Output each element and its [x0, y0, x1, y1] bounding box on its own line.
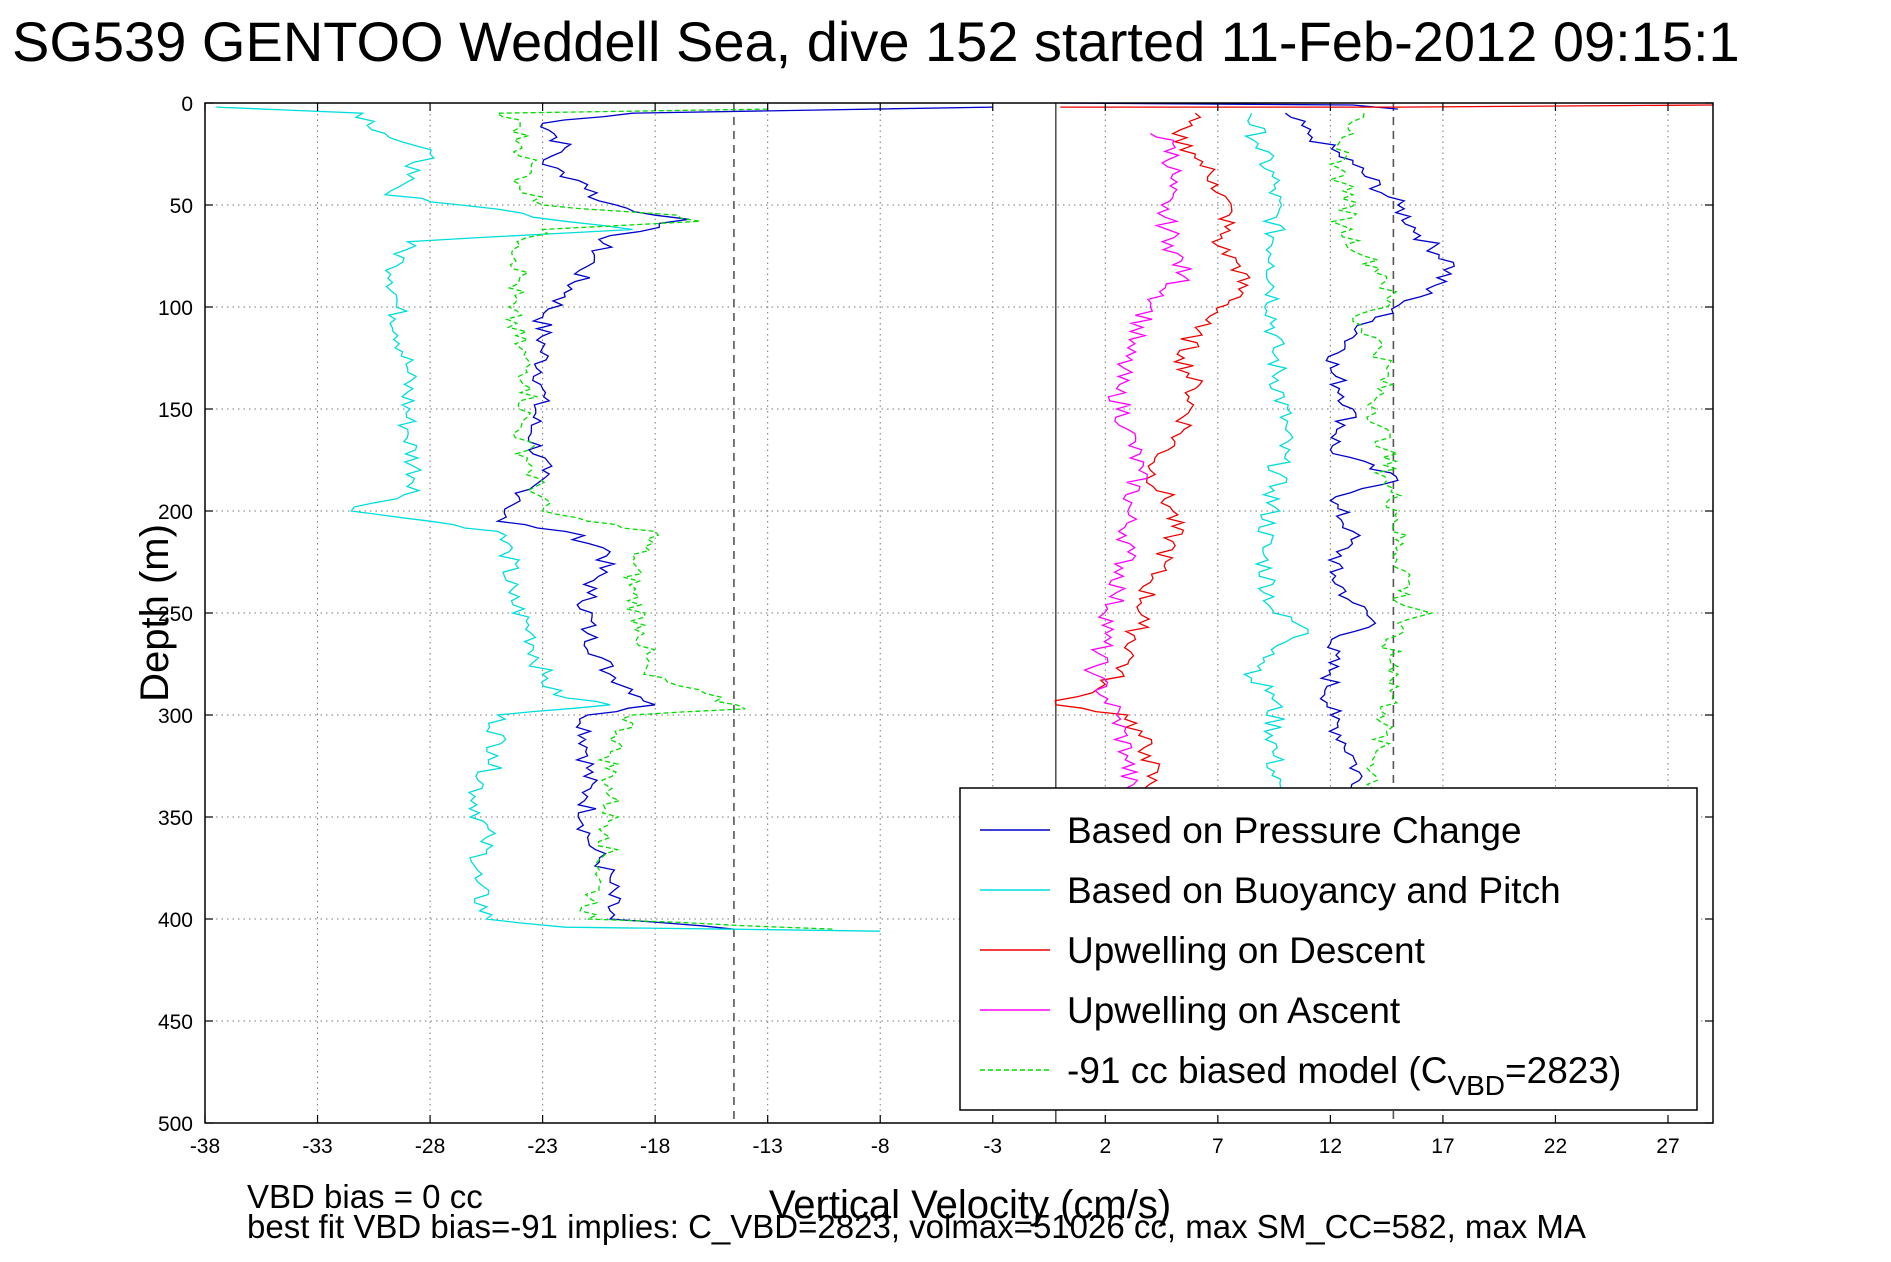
- series-line-2: [1060, 104, 1714, 108]
- y-tick-label: 350: [158, 807, 193, 830]
- vbd-bias-note: VBD bias = 0 cc: [247, 1178, 483, 1215]
- series-line-4: [1328, 113, 1435, 798]
- x-tick-label: -3: [983, 1135, 1002, 1158]
- x-tick-label: 2: [1099, 1135, 1111, 1158]
- y-tick-label: 450: [158, 1011, 193, 1034]
- axis-ticks: -38 -33 -28 -23 -18 -13 -8 -3 2 7 12 17 22 2705010015…: [158, 93, 1713, 1158]
- series-line-0: [1060, 102, 1398, 110]
- x-tick-label: 27: [1656, 1135, 1679, 1158]
- series-line-2: [1054, 112, 1251, 798]
- y-tick-label: 100: [158, 297, 193, 320]
- legend-label: Upwelling on Ascent: [1067, 990, 1401, 1031]
- x-axis-label: Vertical Velocity (cm/s): [769, 1183, 1171, 1227]
- x-tick-label: -13: [753, 1135, 783, 1158]
- legend-items: Based on Pressure Change Based on Buoyanc…: [980, 810, 1621, 1101]
- x-tick-label: -33: [302, 1135, 332, 1158]
- legend-box: [959, 787, 1698, 1111]
- x-tick-label: -8: [871, 1135, 890, 1158]
- legend-label: -91 cc biased model (CVBD=2823): [1067, 1050, 1621, 1101]
- legend: Based on Pressure Change Based on Buoyanc…: [959, 787, 1698, 1111]
- y-axis-label: Depth (m): [133, 524, 177, 702]
- x-tick-label: 17: [1431, 1135, 1454, 1158]
- best-fit-note: best fit VBD bias=-91 implies: C_VBD=282…: [247, 1208, 1586, 1245]
- series-line-1: [1242, 112, 1309, 808]
- legend-label: Based on Buoyancy and Pitch: [1067, 870, 1561, 911]
- series-line-3: [1082, 133, 1192, 797]
- y-tick-label: 50: [170, 195, 193, 218]
- x-tick-label: 22: [1544, 1135, 1567, 1158]
- x-tick-label: -38: [190, 1135, 220, 1158]
- x-tick-label: -28: [415, 1135, 445, 1158]
- legend-label: Upwelling on Descent: [1067, 930, 1426, 971]
- x-tick-label: 12: [1319, 1135, 1342, 1158]
- x-tick-label: -23: [527, 1135, 557, 1158]
- series-line-0: [495, 106, 993, 930]
- y-tick-label: 400: [158, 909, 193, 932]
- series-line-0: [1285, 112, 1455, 797]
- y-tick-label: 500: [158, 1113, 193, 1136]
- legend-label: Based on Pressure Change: [1067, 810, 1522, 851]
- chart-title: SG539 GENTOO Weddell Sea, dive 152 start…: [12, 10, 1740, 73]
- series-line-4: [495, 108, 836, 930]
- series-layer: [216, 102, 1714, 932]
- y-tick-label: 300: [158, 705, 193, 728]
- y-tick-label: 150: [158, 399, 193, 422]
- x-tick-label: -18: [640, 1135, 670, 1158]
- y-tick-label: 250: [158, 603, 193, 626]
- y-tick-label: 0: [181, 93, 193, 116]
- series-line-1: [216, 106, 881, 932]
- y-tick-label: 200: [158, 501, 193, 524]
- x-tick-label: 7: [1212, 1135, 1224, 1158]
